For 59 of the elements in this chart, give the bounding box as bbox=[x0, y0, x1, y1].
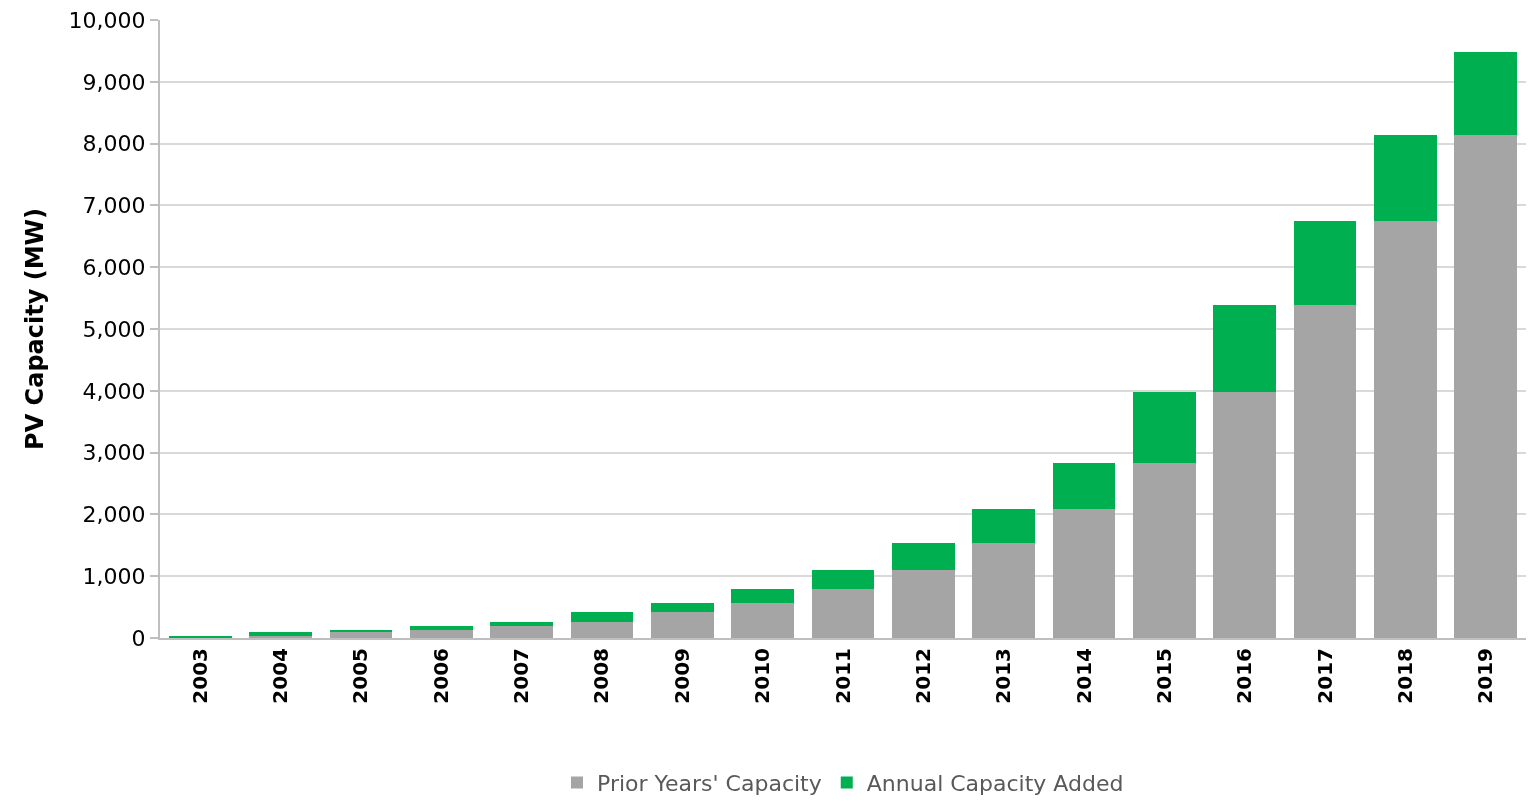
bar bbox=[650, 603, 714, 612]
y-tick-label: 4,000 bbox=[82, 378, 146, 404]
bar bbox=[1293, 221, 1357, 305]
y-axis-title: PV Capacity (MW) bbox=[21, 208, 50, 450]
bar bbox=[1293, 304, 1357, 638]
y-tick-label: 2,000 bbox=[82, 502, 146, 528]
bar bbox=[650, 611, 714, 638]
bar bbox=[972, 542, 1036, 638]
bar bbox=[811, 570, 875, 589]
bar bbox=[490, 626, 553, 638]
legend-label: Annual Capacity Added bbox=[866, 770, 1124, 796]
x-tick-label: 2003 bbox=[187, 648, 212, 704]
bar bbox=[1133, 392, 1196, 464]
bar bbox=[329, 632, 393, 638]
bar bbox=[1374, 221, 1437, 638]
x-tick-label: 2015 bbox=[1151, 648, 1176, 704]
x-tick-label: 2019 bbox=[1473, 648, 1498, 704]
bar bbox=[570, 621, 634, 638]
bar bbox=[1213, 304, 1277, 393]
y-tick-label: 0 bbox=[131, 625, 146, 651]
y-tick-label: 8,000 bbox=[82, 131, 146, 157]
x-tick-label: 2005 bbox=[348, 648, 373, 704]
x-tick-label: 2011 bbox=[830, 648, 855, 704]
bar bbox=[972, 508, 1036, 543]
bar bbox=[1454, 52, 1518, 135]
bar bbox=[1213, 392, 1277, 638]
y-tick-label: 6,000 bbox=[82, 254, 146, 280]
x-tick-label: 2007 bbox=[509, 648, 534, 704]
x-tick-label: 2018 bbox=[1392, 648, 1417, 704]
bar bbox=[892, 542, 955, 571]
bar bbox=[1374, 134, 1437, 222]
x-tick-label: 2008 bbox=[589, 648, 614, 704]
bar bbox=[811, 588, 875, 638]
y-tick-label: 1,000 bbox=[82, 563, 146, 589]
bar bbox=[409, 626, 473, 630]
bar bbox=[1133, 463, 1196, 638]
bar bbox=[1454, 134, 1518, 638]
bar bbox=[731, 588, 794, 604]
bar bbox=[892, 570, 955, 638]
bar bbox=[409, 629, 473, 638]
y-tick-label: 5,000 bbox=[82, 316, 146, 342]
bar bbox=[1052, 508, 1116, 638]
x-tick-label: 2009 bbox=[669, 648, 694, 704]
bar bbox=[1052, 463, 1116, 509]
bar bbox=[731, 603, 794, 638]
x-tick-label: 2006 bbox=[428, 648, 453, 704]
x-tick-label: 2010 bbox=[750, 648, 775, 704]
legend-label: Prior Years' Capacity bbox=[597, 770, 822, 796]
x-tick-label: 2014 bbox=[1071, 648, 1096, 704]
x-tick-label: 2012 bbox=[910, 648, 935, 704]
y-tick-label: 10,000 bbox=[68, 7, 146, 33]
x-tick-label: 2017 bbox=[1312, 648, 1337, 704]
y-tick-label: 3,000 bbox=[82, 440, 146, 466]
bar bbox=[570, 611, 634, 622]
y-tick-label: 7,000 bbox=[82, 193, 146, 219]
x-tick-label: 2004 bbox=[268, 648, 293, 704]
x-tick-label: 2016 bbox=[1232, 648, 1257, 704]
y-tick-label: 9,000 bbox=[82, 69, 146, 95]
x-tick-label: 2013 bbox=[991, 648, 1016, 704]
